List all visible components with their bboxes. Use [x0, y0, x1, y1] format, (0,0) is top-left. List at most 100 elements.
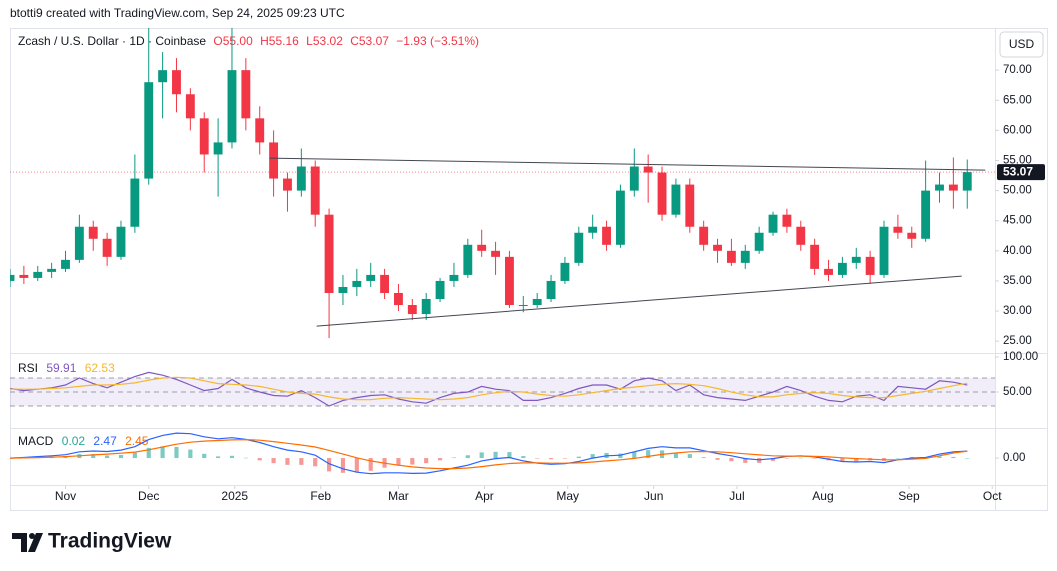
histogram-bar — [327, 458, 332, 472]
histogram-bar — [340, 458, 346, 473]
candle-body — [47, 268, 57, 272]
candle-body — [865, 256, 875, 275]
legend-value: H55.16 — [260, 34, 299, 48]
histogram-bar — [146, 447, 151, 459]
histogram-bar — [757, 458, 762, 463]
y-tick-label: 45.00 — [1003, 215, 1032, 227]
legend-value: C53.07 — [350, 34, 389, 48]
candle-body — [407, 305, 417, 315]
candle-body — [227, 70, 237, 143]
candle-body — [380, 274, 390, 293]
histogram-bar — [160, 446, 165, 459]
histogram-bar — [854, 458, 859, 462]
legend-title: RSI — [18, 361, 38, 375]
x-tick-label: May — [556, 489, 579, 503]
candle-body — [921, 190, 931, 239]
legend-title: MACD — [18, 434, 54, 448]
x-tick-label: Oct — [983, 489, 1002, 503]
candle-body — [366, 274, 376, 281]
candle-body — [602, 226, 611, 245]
candle-body — [588, 226, 598, 233]
y-axis: 100.00 50.00 — [995, 351, 1038, 398]
candle-body — [324, 214, 334, 293]
histogram-bar — [243, 457, 248, 459]
y-tick-label: 70.00 — [1003, 64, 1032, 76]
macd-legend: MACD 0.02 2.47 2.45 — [18, 434, 149, 448]
legend-value: 0.02 — [62, 434, 86, 448]
y-axis: 25.00 30.00 35.00 40.00 45.00 50.00 55.00 60.00… — [995, 64, 1032, 347]
candle-body — [657, 172, 667, 215]
histogram-bar — [687, 454, 692, 459]
candle-body — [283, 178, 292, 191]
candle-body — [699, 226, 709, 245]
trend-line — [269, 157, 986, 171]
y-tick-label: 65.00 — [1003, 94, 1032, 106]
histogram-bar — [271, 458, 276, 464]
currency-button[interactable] — [999, 31, 1044, 58]
candle-body — [61, 259, 70, 269]
candle-body — [74, 226, 84, 260]
histogram-bar — [299, 458, 304, 465]
histogram-bar — [285, 458, 290, 465]
candle-body — [948, 184, 958, 191]
histogram-bar — [673, 452, 678, 459]
histogram-bar — [437, 458, 443, 461]
legend-value: 62.53 — [85, 361, 115, 375]
histogram-bar — [743, 458, 748, 463]
histogram-bar — [105, 455, 110, 459]
histogram-bar — [729, 458, 734, 462]
histogram-bar — [895, 458, 900, 459]
last-price-label: 53.07 — [1003, 164, 1033, 178]
histogram-bar — [576, 456, 581, 459]
histogram-bar — [646, 450, 651, 459]
candle-body — [837, 262, 847, 275]
candle-body — [851, 256, 861, 263]
histogram-bar — [188, 449, 193, 459]
candle-body — [504, 256, 514, 306]
candle-body — [879, 226, 889, 275]
candle-body — [560, 262, 570, 281]
histogram-bar — [840, 458, 845, 462]
candle-body — [33, 271, 43, 278]
x-tick-label: Jun — [644, 489, 663, 503]
candle-body — [810, 244, 820, 269]
candle-body — [185, 94, 195, 119]
histogram-bar — [132, 452, 137, 459]
histogram-bar — [507, 452, 512, 459]
candle-body — [518, 305, 528, 307]
candle-body — [532, 299, 542, 306]
x-tick-label: 2025 — [221, 489, 248, 503]
brand-name: TradingView — [48, 530, 172, 553]
histogram-bar — [368, 458, 373, 471]
candle-body — [269, 142, 279, 179]
candle-body — [158, 70, 168, 83]
x-tick-label: Apr — [475, 489, 494, 503]
histogram-bar — [174, 447, 179, 459]
histogram-bar — [798, 457, 803, 459]
candle-body — [102, 238, 112, 257]
histogram-bar — [354, 458, 359, 473]
y-tick-label: 55.00 — [1003, 155, 1032, 167]
histogram-bar — [951, 456, 956, 459]
histogram-bar — [396, 458, 401, 466]
last-price-box — [997, 164, 1045, 181]
histogram-bar — [535, 458, 540, 459]
x-tick-label: Sep — [898, 489, 920, 503]
candle-body — [199, 118, 209, 155]
series-line — [10, 432, 968, 475]
legend-title: Zcash / U.S. Dollar · 1D · Coinbase — [18, 34, 206, 48]
histogram-bar — [937, 456, 942, 459]
candle-body — [463, 244, 473, 275]
y-tick-label: 100.00 — [1003, 351, 1038, 363]
histogram-bar — [257, 458, 262, 461]
y-tick-label: 0.00 — [1003, 452, 1025, 464]
histogram-bar — [632, 451, 637, 459]
histogram-bar — [548, 458, 554, 460]
y-tick-label: 50.00 — [1003, 386, 1032, 398]
logo-shape — [28, 533, 43, 552]
plot-area — [10, 371, 995, 407]
histogram-bar — [91, 454, 96, 459]
legend-value: 59.91 — [46, 361, 76, 375]
histogram-bar — [202, 453, 207, 459]
